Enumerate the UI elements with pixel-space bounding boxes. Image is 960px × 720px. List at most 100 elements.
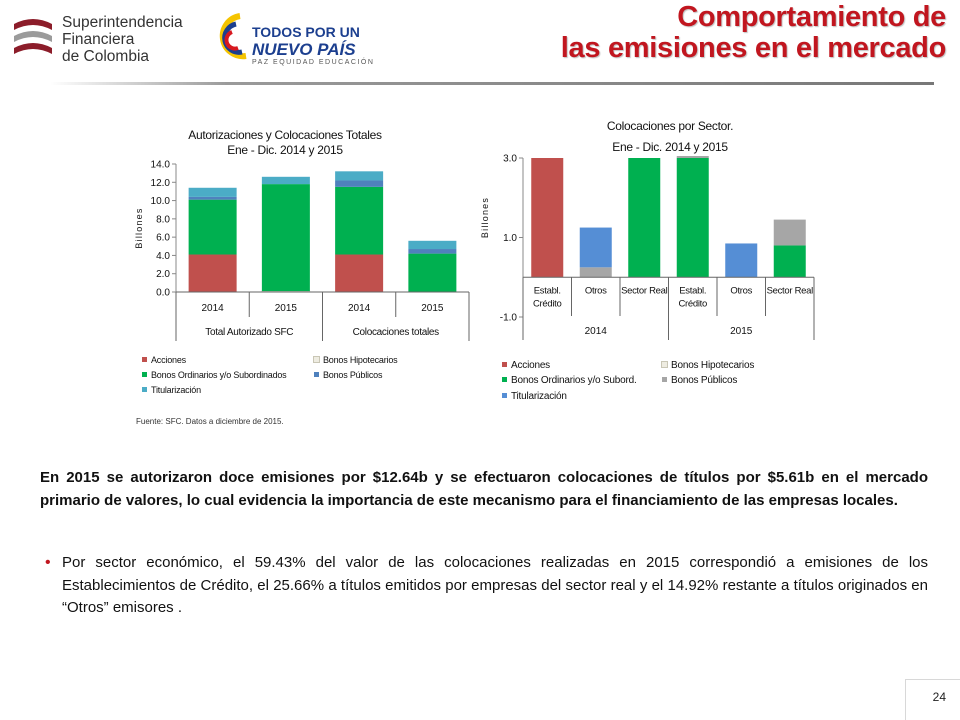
org-name-line: Superintendencia [62, 14, 183, 31]
y-tick-label: 10.0 [151, 196, 171, 207]
legend-swatch [142, 387, 147, 392]
gov-logo-line: TODOS POR UN [252, 24, 360, 40]
legend-label: Acciones [511, 360, 550, 371]
bar-segment [188, 196, 237, 200]
bar-segment [188, 187, 237, 197]
org-name: Superintendencia Financiera de Colombia [62, 14, 183, 65]
bar-segment [531, 158, 564, 278]
legend-item: Bonos Ordinarios y/o Subord. [502, 375, 637, 388]
x-tick-label: Crédito [533, 298, 562, 309]
header-divider [50, 82, 934, 85]
gov-logo-tagline: PAZ EQUIDAD EDUCACIÓN [252, 59, 375, 66]
chart-legend: Acciones Bonos Hipotecarios Bonos Ordinari… [142, 354, 462, 406]
chart-title-line: Ene - Dic. 2014 y 2015 [612, 140, 728, 154]
bar-segment [628, 158, 661, 278]
legend-item: Bonos Públicos [662, 375, 737, 388]
legend-item: Bonos Hipotecarios [313, 354, 398, 367]
chart-title-line: Autorizaciones y Colocaciones Totales [188, 128, 382, 142]
org-name-line: de Colombia [62, 48, 150, 65]
legend-swatch [502, 393, 507, 398]
legend-label: Bonos Hipotecarios [323, 355, 398, 365]
legend-swatch [502, 377, 507, 382]
bar-segment [579, 227, 612, 268]
x-group-label: 2015 [730, 326, 753, 337]
chart-title: Autorizaciones y Colocaciones Totales En… [160, 128, 410, 158]
bullet-paragraph: Por sector económico, el 59.43% del valo… [62, 554, 928, 616]
page-number-box [905, 679, 960, 720]
page-title-line: Comportamiento de [677, 1, 946, 33]
bar-segment [188, 199, 237, 255]
summary-paragraph: En 2015 se autorizaron doce emisiones po… [40, 469, 928, 509]
bar-segment [261, 176, 310, 185]
bar-segment [335, 180, 384, 187]
legend-label: Titularización [511, 391, 567, 402]
legend-label: Acciones [151, 355, 186, 365]
x-tick-label: 2015 [421, 303, 444, 314]
gov-logo-text: TODOS POR UN NUEVO PAÍS PAZ EQUIDAD EDUC… [252, 24, 374, 67]
y-tick-label: 3.0 [503, 154, 517, 165]
x-tick-label: 2015 [275, 303, 298, 314]
x-tick-label: Establ. [534, 285, 561, 296]
bar-segment [335, 171, 384, 181]
legend-item: Bonos Ordinarios y/o Subordinados [142, 369, 287, 382]
legend-item: Titularización [502, 391, 567, 404]
legend-item: Acciones [502, 360, 550, 373]
x-tick-label: Sector Real [621, 285, 668, 296]
gov-logo-icon [219, 13, 247, 60]
page-number: 24 [932, 690, 946, 704]
chart-title-line: Ene - Dic. 2014 y 2015 [227, 143, 343, 157]
legend-label: Bonos Públicos [671, 375, 738, 386]
bar-segment [725, 243, 758, 278]
bar-segment [676, 156, 709, 158]
bar-segment [408, 240, 457, 250]
bar-segment [408, 253, 457, 292]
legend-swatch [142, 372, 147, 377]
x-tick-label: 2014 [348, 303, 371, 314]
chart-title: Colocaciones por Sector. Ene - Dic. 2014… [560, 116, 780, 158]
x-group-label: Colocaciones totales [353, 327, 440, 338]
bar-segment [773, 219, 806, 246]
x-tick-label: 2014 [202, 303, 225, 314]
y-tick-label: 8.0 [156, 214, 170, 225]
x-tick-label: Otros [585, 285, 607, 296]
legend-swatch [313, 356, 320, 363]
x-group-label: 2014 [585, 326, 608, 337]
legend-label: Bonos Hipotecarios [671, 360, 755, 371]
x-tick-label: Crédito [678, 298, 707, 309]
page-title-line: las emisiones en el mercado [560, 32, 947, 64]
sector-chart: -1.0 1.0 3.0 Billones Establ. Crédito Otros Sec… [480, 154, 815, 340]
legend-swatch [314, 372, 319, 377]
legend-swatch [662, 377, 667, 382]
y-axis-label: Billones [134, 207, 144, 248]
x-tick-label: Sector Real [767, 285, 814, 296]
y-tick-label: -1.0 [500, 313, 518, 324]
bar-segment [335, 254, 384, 292]
sfc-logo-icon [8, 14, 58, 62]
y-tick-label: 0.0 [156, 288, 170, 299]
legend-item: Acciones [142, 354, 186, 367]
legend-label: Bonos Ordinarios y/o Subord. [511, 375, 637, 386]
gov-logo-line: NUEVO PAÍS [252, 40, 356, 59]
x-group-label: Total Autorizado SFC [205, 327, 293, 338]
y-tick-label: 12.0 [151, 178, 171, 189]
legend-label: Bonos Públicos [323, 370, 383, 380]
x-tick-label: Establ. [679, 285, 706, 296]
bar-segment [188, 254, 237, 292]
legend-swatch [142, 357, 147, 362]
legend-label: Titularización [151, 385, 201, 395]
legend-item: Titularización [142, 384, 201, 397]
bar-segment [676, 158, 709, 278]
org-name-line: Financiera [62, 31, 135, 48]
bar-segment [408, 249, 457, 254]
legend-item: Bonos Públicos [314, 369, 382, 382]
bar-segment [261, 184, 310, 292]
y-axis-label: Billones [480, 197, 490, 238]
source-note: Fuente: SFC. Datos a diciembre de 2015. [136, 417, 284, 426]
legend-label: Bonos Ordinarios y/o Subordinados [151, 370, 287, 380]
page-title: Comportamiento de las emisiones en el me… [560, 1, 947, 64]
chart-title-line: Colocaciones por Sector. [606, 119, 734, 133]
chart-legend: Acciones Bonos Hipotecarios Bonos Ordinari… [502, 360, 812, 410]
bullet-icon: • [45, 554, 51, 571]
y-tick-label: 6.0 [156, 233, 170, 244]
y-tick-label: 2.0 [156, 269, 170, 280]
